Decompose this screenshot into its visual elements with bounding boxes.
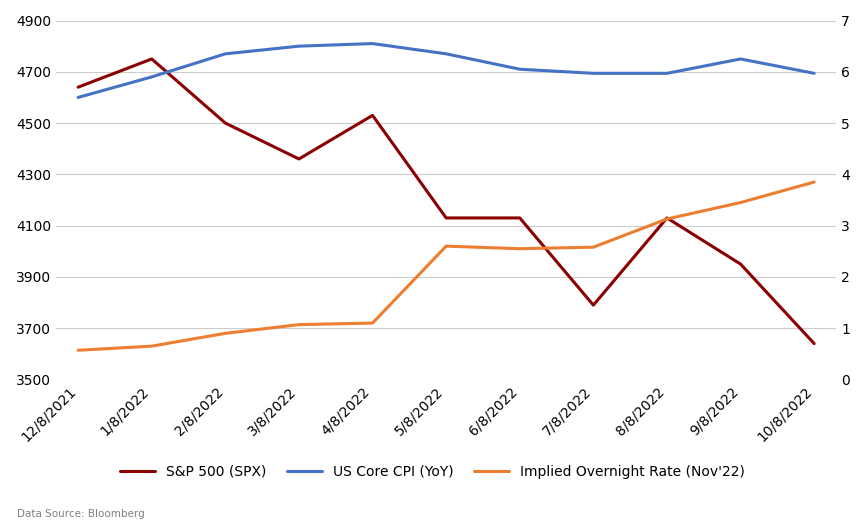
Legend: S&P 500 (SPX), US Core CPI (YoY), Implied Overnight Rate (Nov'22): S&P 500 (SPX), US Core CPI (YoY), Implie… [114, 459, 751, 484]
Text: Data Source: Bloomberg: Data Source: Bloomberg [17, 510, 145, 520]
